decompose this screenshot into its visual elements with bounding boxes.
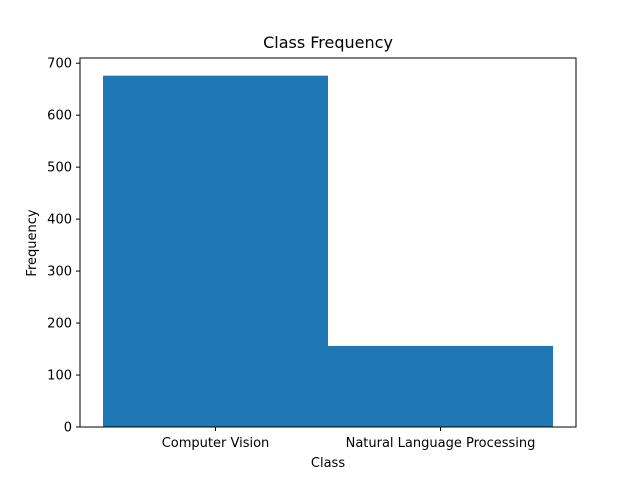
y-tick-label: 600 xyxy=(47,109,72,124)
y-tick-label: 400 xyxy=(47,213,72,228)
bar-natural-language-processing xyxy=(328,345,553,427)
chart-title: Class Frequency xyxy=(263,33,393,52)
x-axis-label: Class xyxy=(311,456,345,471)
y-tick-label: 300 xyxy=(47,265,72,280)
y-axis-label: Frequency xyxy=(25,209,40,276)
y-tick-label: 700 xyxy=(47,57,72,72)
axes-frame xyxy=(79,57,577,428)
y-tick-label: 500 xyxy=(47,161,72,176)
y-tick-label: 0 xyxy=(64,421,72,436)
x-tick-label: Computer Vision xyxy=(162,436,270,451)
bars-group xyxy=(103,75,553,428)
x-axis-ticks: Computer Vision Natural Language Processi… xyxy=(162,427,536,451)
x-tick-label: Natural Language Processing xyxy=(346,436,536,451)
y-tick-label: 100 xyxy=(47,369,72,384)
y-tick-label: 200 xyxy=(47,317,72,332)
bar-computer-vision xyxy=(103,75,328,428)
y-axis-ticks: 0 100 200 300 400 500 600 700 xyxy=(47,57,80,436)
